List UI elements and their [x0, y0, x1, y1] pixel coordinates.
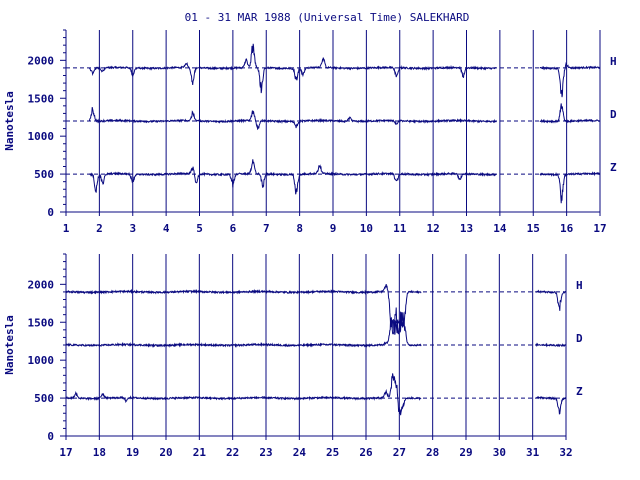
- y-tick-label: 2000: [28, 54, 55, 67]
- x-tick-label: 8: [296, 222, 303, 235]
- x-tick-label: 3: [129, 222, 136, 235]
- y-tick-label: 0: [47, 430, 54, 443]
- x-tick-label: 17: [593, 222, 606, 235]
- series-line-h: [65, 284, 422, 335]
- y-tick-label: 1000: [28, 130, 55, 143]
- x-tick-label: 19: [126, 446, 139, 459]
- series-line-d: [535, 342, 567, 348]
- x-tick-label: 5: [196, 222, 203, 235]
- series-line-h: [89, 43, 497, 94]
- x-tick-label: 10: [360, 222, 373, 235]
- x-tick-label: 30: [493, 446, 506, 459]
- x-tick-label: 26: [359, 446, 373, 459]
- x-tick-label: 17: [59, 446, 72, 459]
- x-tick-label: 1: [63, 222, 70, 235]
- chart-title: 01 - 31 MAR 1988 (Universal Time) SALEKH…: [185, 11, 470, 24]
- series-line-d: [539, 103, 601, 124]
- x-tick-label: 9: [330, 222, 337, 235]
- x-tick-label: 31: [526, 446, 540, 459]
- x-tick-label: 4: [163, 222, 170, 235]
- y-tick-label: 0: [47, 206, 54, 219]
- series-line-h: [535, 289, 567, 311]
- x-tick-label: 25: [326, 446, 339, 459]
- series-label-z: Z: [576, 385, 583, 398]
- x-tick-label: 20: [159, 446, 172, 459]
- x-tick-label: 13: [460, 222, 473, 235]
- y-tick-label: 1500: [28, 316, 55, 329]
- x-tick-label: 16: [560, 222, 574, 235]
- series-line-z: [65, 373, 422, 416]
- x-tick-label: 22: [226, 446, 239, 459]
- y-tick-label: 500: [34, 168, 54, 181]
- x-tick-label: 2: [96, 222, 103, 235]
- series-label-d: D: [576, 332, 583, 345]
- series-label-h: H: [610, 55, 617, 68]
- x-tick-label: 32: [559, 446, 572, 459]
- series-line-z: [535, 396, 567, 415]
- series-line-d: [65, 307, 422, 348]
- x-tick-label: 11: [393, 222, 407, 235]
- series-line-z: [539, 171, 601, 204]
- x-tick-label: 15: [527, 222, 540, 235]
- x-tick-label: 27: [393, 446, 406, 459]
- series-line-z: [89, 159, 497, 195]
- x-tick-label: 21: [193, 446, 207, 459]
- x-tick-label: 24: [293, 446, 307, 459]
- y-tick-label: 2000: [28, 278, 55, 291]
- x-tick-label: 28: [426, 446, 439, 459]
- y-tick-label: 500: [34, 392, 54, 405]
- panel-days-1-17: 1 2 3 4 5 6 7 8 9 10 11 12 13 14 15 16 17050010001500200…: [3, 29, 617, 235]
- x-tick-label: 29: [459, 446, 472, 459]
- x-tick-label: 12: [427, 222, 440, 235]
- series-label-h: H: [576, 279, 583, 292]
- series-line-d: [88, 106, 497, 131]
- y-axis-label: Nanotesla: [3, 315, 16, 375]
- x-tick-label: 14: [493, 222, 507, 235]
- series-line-h: [539, 61, 600, 98]
- x-tick-label: 18: [93, 446, 106, 459]
- y-axis-label: Nanotesla: [3, 91, 16, 151]
- x-tick-label: 6: [230, 222, 237, 235]
- x-tick-label: 23: [259, 446, 272, 459]
- y-tick-label: 1500: [28, 92, 55, 105]
- panel-days-17-32: 17 18 19 20 21 22 23 24 25 26 27 28 29 30 31 32 0 500 1000…: [3, 253, 583, 459]
- series-label-d: D: [610, 108, 617, 121]
- series-label-z: Z: [610, 161, 617, 174]
- y-tick-label: 1000: [28, 354, 55, 367]
- x-tick-label: 7: [263, 222, 270, 235]
